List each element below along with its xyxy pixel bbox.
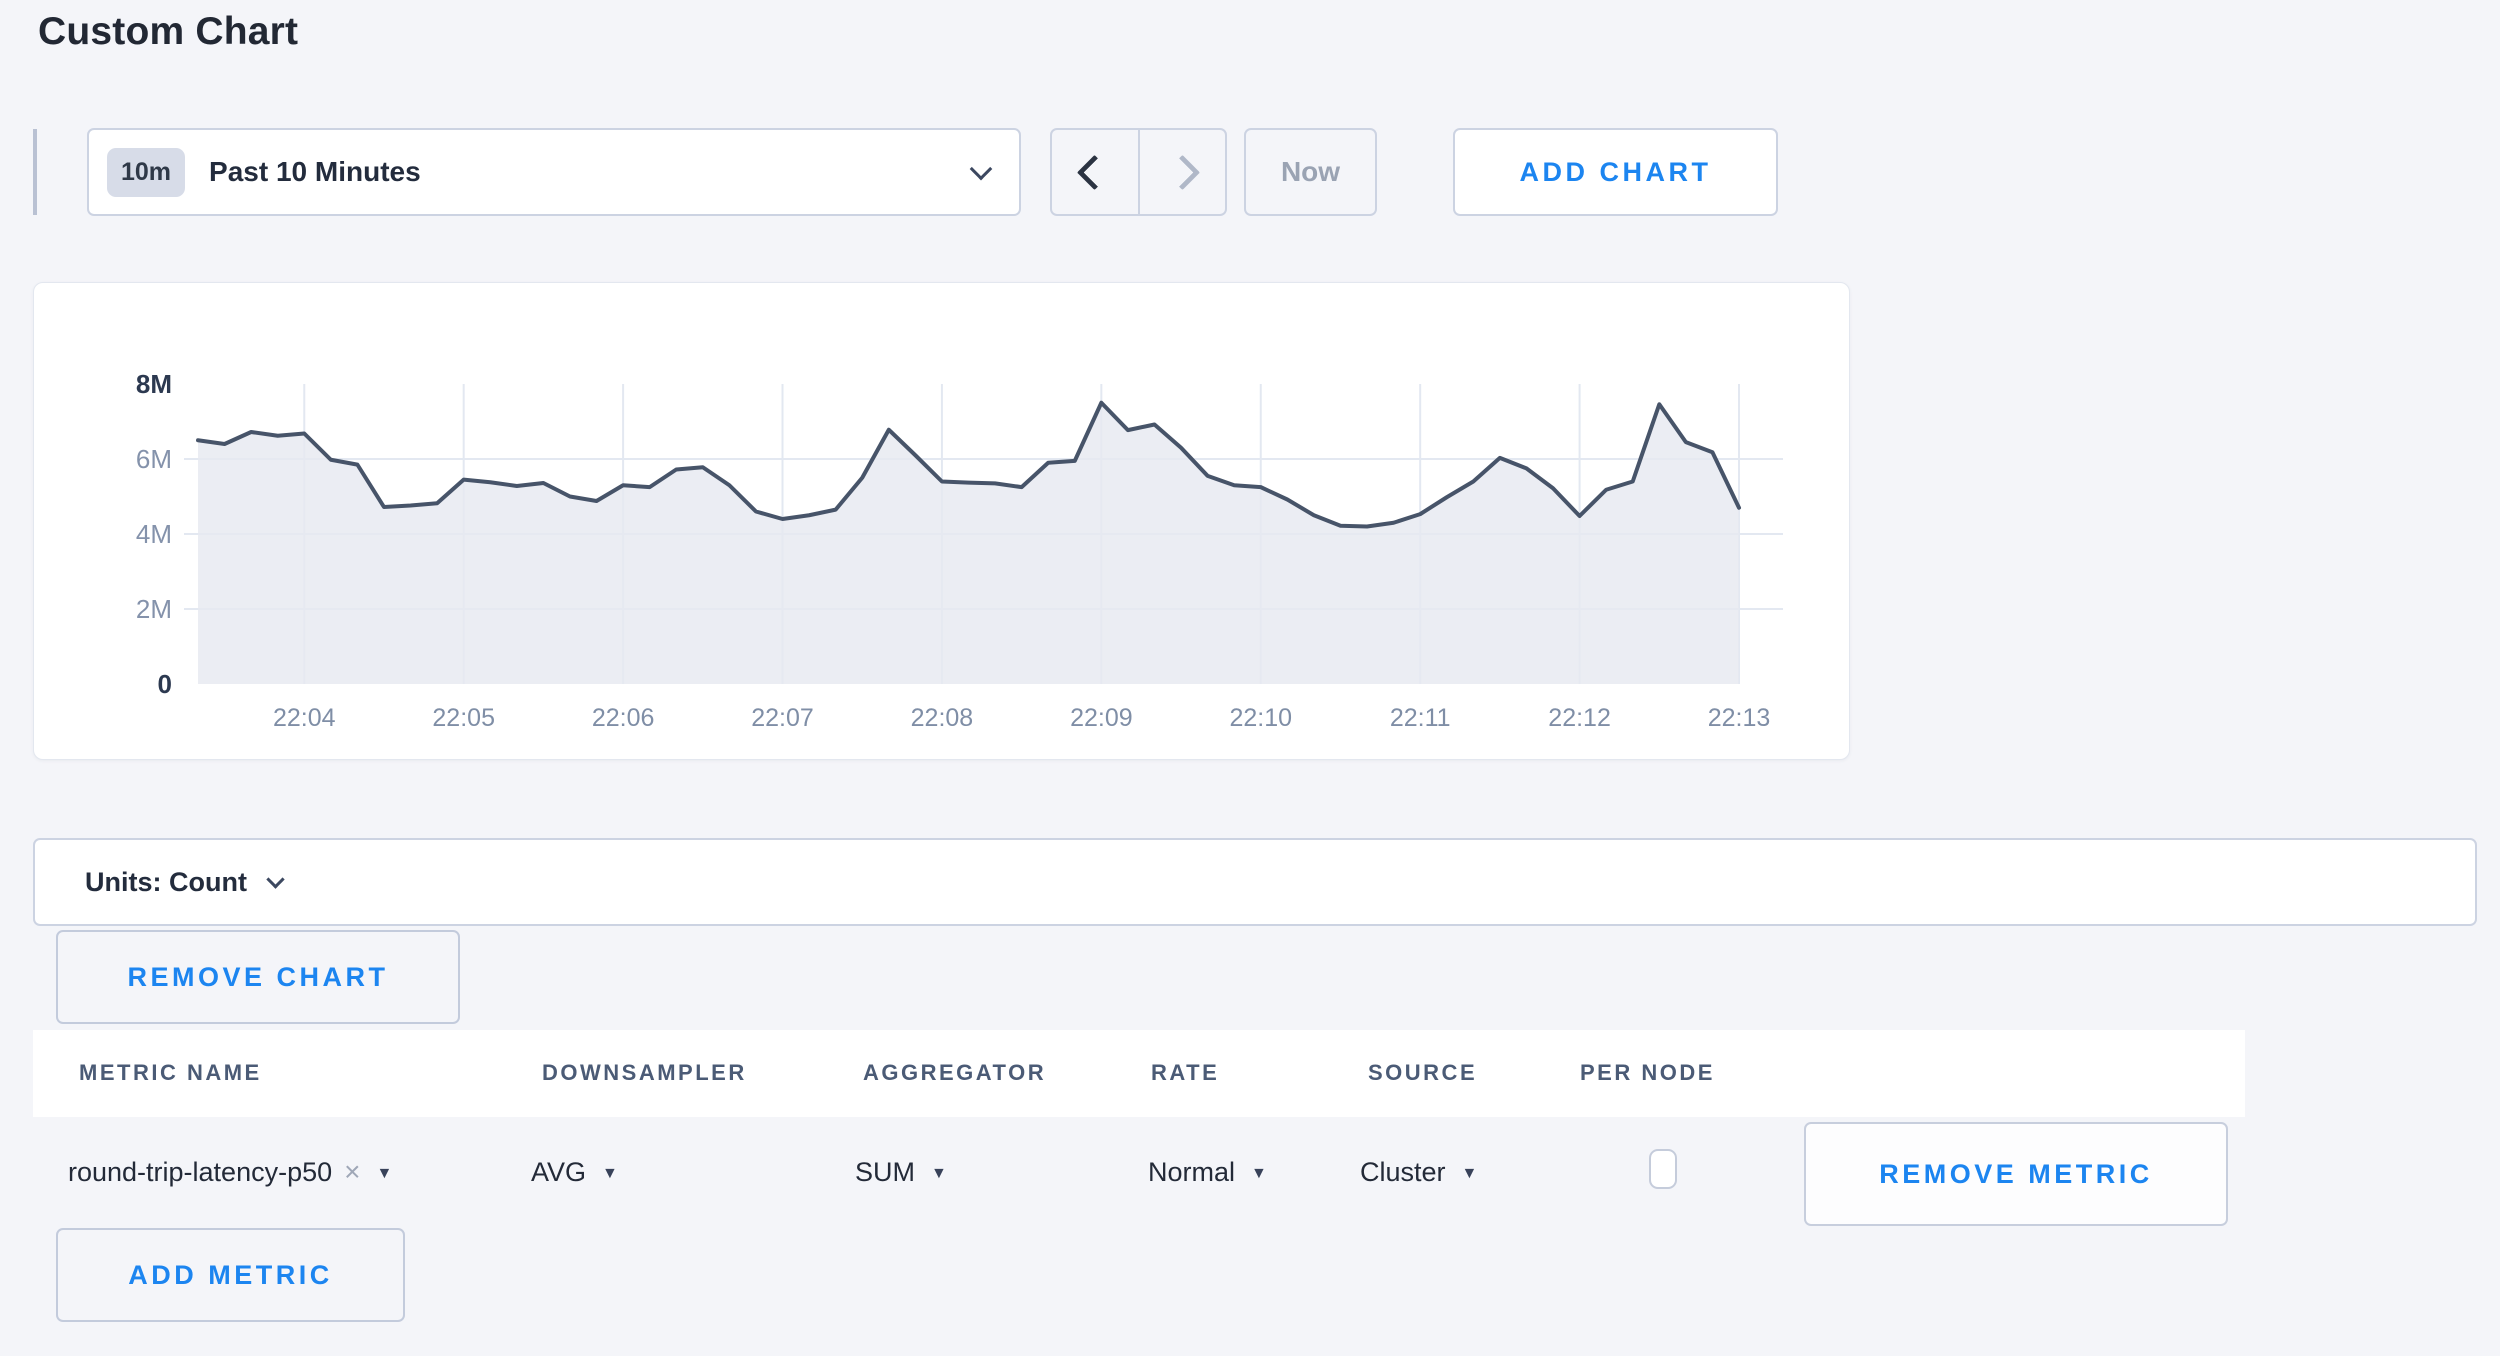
timeseries-area-chart[interactable]: 0 2M 4M 6M 8M 22:04 22:05 22:06 22:07 22:08 22:09 2… bbox=[34, 283, 1847, 757]
svg-text:22:07: 22:07 bbox=[751, 704, 814, 732]
column-header-rate: RATE bbox=[1151, 1060, 1220, 1085]
svg-text:4M: 4M bbox=[136, 519, 172, 549]
metric-table-row: round-trip-latency-p50 × ▼ AVG ▼ SUM ▼ N… bbox=[33, 1122, 2245, 1226]
chevron-left-icon bbox=[1077, 154, 1113, 190]
column-header-source: SOURCE bbox=[1368, 1060, 1478, 1085]
svg-text:22:09: 22:09 bbox=[1070, 704, 1133, 732]
metrics-table-header: METRIC NAME DOWNSAMPLER AGGREGATOR RATE … bbox=[33, 1030, 2245, 1117]
chevron-down-icon bbox=[266, 869, 285, 889]
caret-down-icon: ▼ bbox=[931, 1165, 947, 1182]
downsampler-value: AVG bbox=[531, 1156, 587, 1187]
svg-text:22:10: 22:10 bbox=[1229, 704, 1292, 732]
metric-name-value: round-trip-latency-p50 bbox=[68, 1156, 333, 1187]
aggregator-dropdown[interactable]: SUM ▼ bbox=[855, 1122, 947, 1222]
caret-down-icon: ▼ bbox=[1461, 1165, 1478, 1182]
source-dropdown[interactable]: Cluster ▼ bbox=[1360, 1122, 1477, 1222]
aggregator-value: SUM bbox=[855, 1156, 915, 1187]
source-value: Cluster bbox=[1360, 1156, 1446, 1187]
chart-panel: 0 2M 4M 6M 8M 22:04 22:05 22:06 22:07 22:08 22:09 2… bbox=[33, 282, 1850, 760]
svg-text:22:13: 22:13 bbox=[1708, 704, 1771, 732]
svg-text:0: 0 bbox=[158, 669, 172, 699]
rate-value: Normal bbox=[1148, 1156, 1236, 1187]
metric-name-dropdown[interactable]: round-trip-latency-p50 × ▼ bbox=[68, 1122, 392, 1222]
units-dropdown[interactable]: Units: Count bbox=[33, 838, 2477, 926]
svg-text:22:06: 22:06 bbox=[592, 704, 655, 732]
add-chart-button[interactable]: ADD CHART bbox=[1453, 128, 1778, 216]
svg-text:22:04: 22:04 bbox=[273, 704, 336, 732]
svg-text:22:05: 22:05 bbox=[432, 704, 495, 732]
svg-text:22:08: 22:08 bbox=[911, 704, 974, 732]
svg-text:6M: 6M bbox=[136, 444, 172, 474]
units-selected-label: Units: Count bbox=[85, 866, 247, 897]
caret-down-icon: ▼ bbox=[1251, 1165, 1267, 1182]
next-range-button[interactable] bbox=[1140, 130, 1226, 214]
rate-dropdown[interactable]: Normal ▼ bbox=[1148, 1122, 1267, 1222]
column-header-aggregator: AGGREGATOR bbox=[863, 1060, 1047, 1085]
now-button[interactable]: Now bbox=[1244, 128, 1377, 216]
column-header-downsampler: DOWNSAMPLER bbox=[542, 1060, 747, 1085]
left-accent-bar bbox=[33, 129, 37, 215]
remove-chart-button[interactable]: REMOVE CHART bbox=[56, 930, 460, 1024]
column-header-metric-name: METRIC NAME bbox=[79, 1060, 262, 1085]
per-node-checkbox[interactable] bbox=[1649, 1149, 1677, 1189]
svg-text:2M: 2M bbox=[136, 594, 172, 624]
chevron-down-icon bbox=[969, 157, 993, 181]
prev-range-button[interactable] bbox=[1052, 130, 1140, 214]
timescale-dropdown[interactable]: 10m Past 10 Minutes bbox=[87, 128, 1021, 216]
caret-down-icon: ▼ bbox=[602, 1165, 618, 1182]
clear-metric-icon[interactable]: × bbox=[344, 1156, 361, 1187]
add-metric-button[interactable]: ADD METRIC bbox=[56, 1228, 405, 1322]
svg-text:22:12: 22:12 bbox=[1548, 704, 1611, 732]
caret-down-icon: ▼ bbox=[376, 1165, 393, 1182]
svg-text:22:11: 22:11 bbox=[1390, 704, 1451, 732]
remove-metric-button[interactable]: REMOVE METRIC bbox=[1804, 1122, 2228, 1226]
column-header-per-node: PER NODE bbox=[1580, 1060, 1715, 1085]
timescale-badge: 10m bbox=[107, 147, 186, 197]
timescale-selected-label: Past 10 Minutes bbox=[209, 156, 421, 187]
svg-text:8M: 8M bbox=[136, 369, 172, 399]
page-title: Custom Chart bbox=[38, 10, 299, 53]
time-range-arrows bbox=[1050, 128, 1227, 216]
downsampler-dropdown[interactable]: AVG ▼ bbox=[531, 1122, 618, 1222]
chevron-right-icon bbox=[1164, 154, 1200, 190]
